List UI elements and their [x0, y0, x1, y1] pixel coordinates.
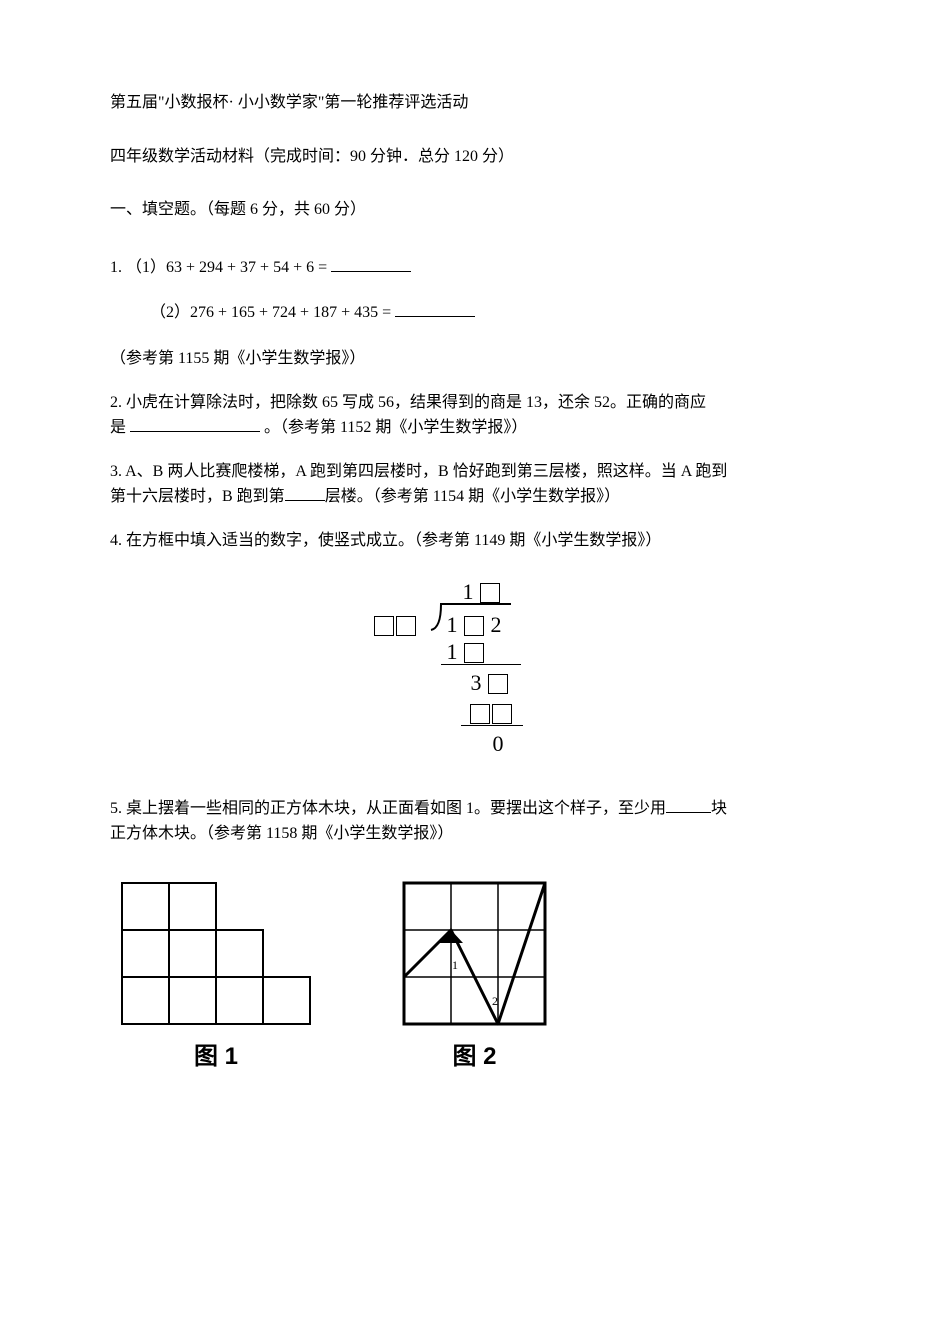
question-1: 1. （1）63 + 294 + 37 + 54 + 6 = （2）276 + …: [110, 255, 835, 372]
q1-line2: （2）276 + 165 + 724 + 187 + 435 =: [110, 300, 835, 326]
figure-1-svg: [120, 881, 312, 1026]
q1-line1: 1. （1）63 + 294 + 37 + 54 + 6 =: [110, 255, 835, 281]
q5-line1a: 5. 桌上摆着一些相同的正方体木块，从正面看如图 1。要摆出这个样子，至少用: [110, 800, 666, 817]
long-division-figure: 1 1 2 1 3 0: [373, 574, 573, 756]
figure-2-label: 图 2: [402, 1038, 547, 1076]
q3-blank[interactable]: [285, 485, 325, 501]
figure-2-svg: 12: [402, 881, 547, 1026]
q1-ref: （参考第 1155 期《小学生数学报》）: [110, 346, 835, 372]
figures-row: 图 1 12 图 2: [110, 881, 835, 1077]
figure-1-label: 图 1: [120, 1038, 312, 1076]
question-2: 2. 小虎在计算除法时，把除数 65 写成 56，结果得到的商是 13，还余 5…: [110, 390, 835, 441]
title-text: 第五届"小数报杯· 小小数学家"第一轮推荐评选活动: [110, 94, 468, 111]
figure-2-block: 12 图 2: [402, 881, 547, 1077]
q1-part2: （2）276 + 165 + 724 + 187 + 435 =: [150, 304, 391, 321]
question-4: 4. 在方框中填入适当的数字，使竖式成立。（参考第 1149 期《小学生数学报》…: [110, 528, 835, 554]
svg-text:1: 1: [452, 958, 458, 972]
q5-line2: 正方体木块。（参考第 1158 期《小学生数学报》）: [110, 821, 835, 847]
q1-blank-1[interactable]: [331, 256, 411, 272]
q3-line2a: 第十六层楼时，B 跑到第: [110, 488, 285, 505]
question-3: 3. A、B 两人比赛爬楼梯，A 跑到第四层楼时，B 恰好跑到第三层楼，照这样。…: [110, 459, 835, 510]
doc-subtitle: 四年级数学活动材料（完成时间：90 分钟．总分 120 分）: [110, 144, 835, 170]
q2-ref: 。（参考第 1152 期《小学生数学报》）: [264, 419, 527, 436]
q5-line1b: 块: [711, 800, 727, 817]
q1-blank-2[interactable]: [395, 301, 475, 317]
question-5: 5. 桌上摆着一些相同的正方体木块，从正面看如图 1。要摆出这个样子，至少用块 …: [110, 796, 835, 847]
q2-line2: 是 。（参考第 1152 期《小学生数学报》）: [110, 415, 835, 441]
q5-line1: 5. 桌上摆着一些相同的正方体木块，从正面看如图 1。要摆出这个样子，至少用 块: [110, 796, 835, 822]
q3-line2b: 层楼。（参考第 1154 期《小学生数学报》）: [325, 488, 620, 505]
div-digit-6: 0: [493, 731, 504, 756]
div-box-6[interactable]: [488, 674, 508, 694]
q3-line2: 第十六层楼时，B 跑到第 层楼。（参考第 1154 期《小学生数学报》）: [110, 484, 835, 510]
q2-prefix: 是: [110, 419, 126, 436]
q2-line1: 2. 小虎在计算除法时，把除数 65 写成 56，结果得到的商是 13，还余 5…: [110, 390, 835, 416]
q2-blank[interactable]: [130, 416, 260, 432]
section-1-head: 一、填空题。（每题 6 分，共 60 分）: [110, 197, 835, 223]
div-box-5[interactable]: [464, 643, 484, 663]
div-digit-4: 1: [447, 639, 458, 664]
subtitle-text: 四年级数学活动材料（完成时间：90 分钟．总分 120 分）: [110, 148, 514, 165]
q5-blank[interactable]: [666, 797, 711, 813]
q1-part1: （1）63 + 294 + 37 + 54 + 6 =: [126, 259, 327, 276]
svg-text:2: 2: [492, 994, 498, 1008]
div-box-7[interactable]: [470, 704, 490, 724]
q4-text: 4. 在方框中填入适当的数字，使竖式成立。（参考第 1149 期《小学生数学报》…: [110, 528, 835, 554]
doc-title: 第五届"小数报杯· 小小数学家"第一轮推荐评选活动: [110, 90, 835, 116]
q1-label: 1.: [110, 259, 122, 276]
figure-1-block: 图 1: [120, 881, 312, 1077]
section-1-text: 一、填空题。（每题 6 分，共 60 分）: [110, 201, 366, 218]
div-box-8[interactable]: [492, 704, 512, 724]
div-digit-5: 3: [471, 670, 482, 695]
q3-line1: 3. A、B 两人比赛爬楼梯，A 跑到第四层楼时，B 恰好跑到第三层楼，照这样。…: [110, 459, 835, 485]
